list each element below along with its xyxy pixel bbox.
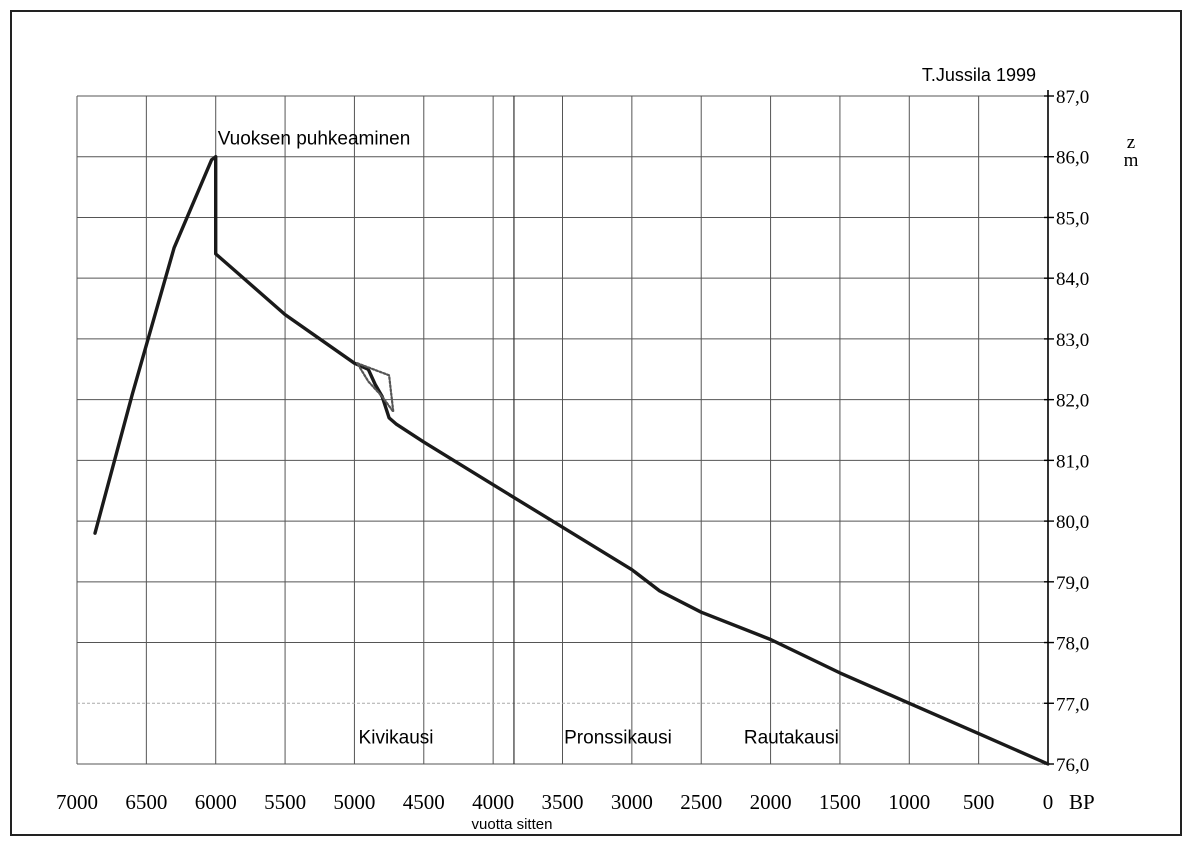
x-tick-label: 1000 [888,790,930,814]
y-tick-label: 80,0 [1056,512,1089,533]
x-tick-label: 7000 [56,790,98,814]
annotation-label: Vuoksen puhkeaminen [218,129,411,150]
x-axis-unit: BP [1069,790,1095,814]
y-tick-label: 85,0 [1056,208,1089,229]
x-tick-label: 6000 [195,790,237,814]
y-tick-label: 76,0 [1056,755,1089,776]
y-tick-label: 84,0 [1056,269,1089,290]
chart-credit: T.Jussila 1999 [922,65,1036,85]
y-tick-label: 82,0 [1056,391,1089,412]
x-tick-label: 1500 [819,790,861,814]
annotation-label: Rautakausi [744,728,839,749]
annotation-layer: Vuoksen puhkeaminen Kivikausi Pronssikausi… [218,129,839,749]
series-layer [93,155,1050,766]
tick-label-layer: 7000 6500 6000 5500 5000 4500 4000 3500 3000 2500… [56,87,1089,814]
x-tick-label: 6500 [125,790,167,814]
x-tick-label: 5500 [264,790,306,814]
x-tick-label: 4000 [472,790,514,814]
series-line-alternative [356,362,395,413]
y-tick-label: 83,0 [1056,330,1089,351]
y-tick-label: 78,0 [1056,634,1089,655]
y-tick-label: 79,0 [1056,573,1089,594]
y-tick-label: 81,0 [1056,451,1089,472]
x-tick-label: 500 [963,790,995,814]
x-axis-label: vuotta sitten [472,816,553,833]
series-line [93,155,1050,766]
chart-frame [10,10,1182,836]
x-tick-label: 0 [1043,790,1054,814]
x-tick-label: 3000 [611,790,653,814]
x-tick-label: 2500 [680,790,722,814]
y-tick-label: 77,0 [1056,694,1089,715]
grid-layer [76,90,1054,765]
x-tick-label: 3500 [542,790,584,814]
annotation-label: Kivikausi [359,728,434,749]
x-tick-label: 5000 [333,790,375,814]
y-tick-label: 86,0 [1056,148,1089,169]
x-tick-label: 2000 [750,790,792,814]
x-tick-label: 4500 [403,790,445,814]
annotation-label: Pronssikausi [564,728,672,749]
y-axis-label-line-1: z [1127,132,1135,153]
y-axis-label-line-2: m [1124,150,1139,171]
y-tick-label: 87,0 [1056,87,1089,108]
